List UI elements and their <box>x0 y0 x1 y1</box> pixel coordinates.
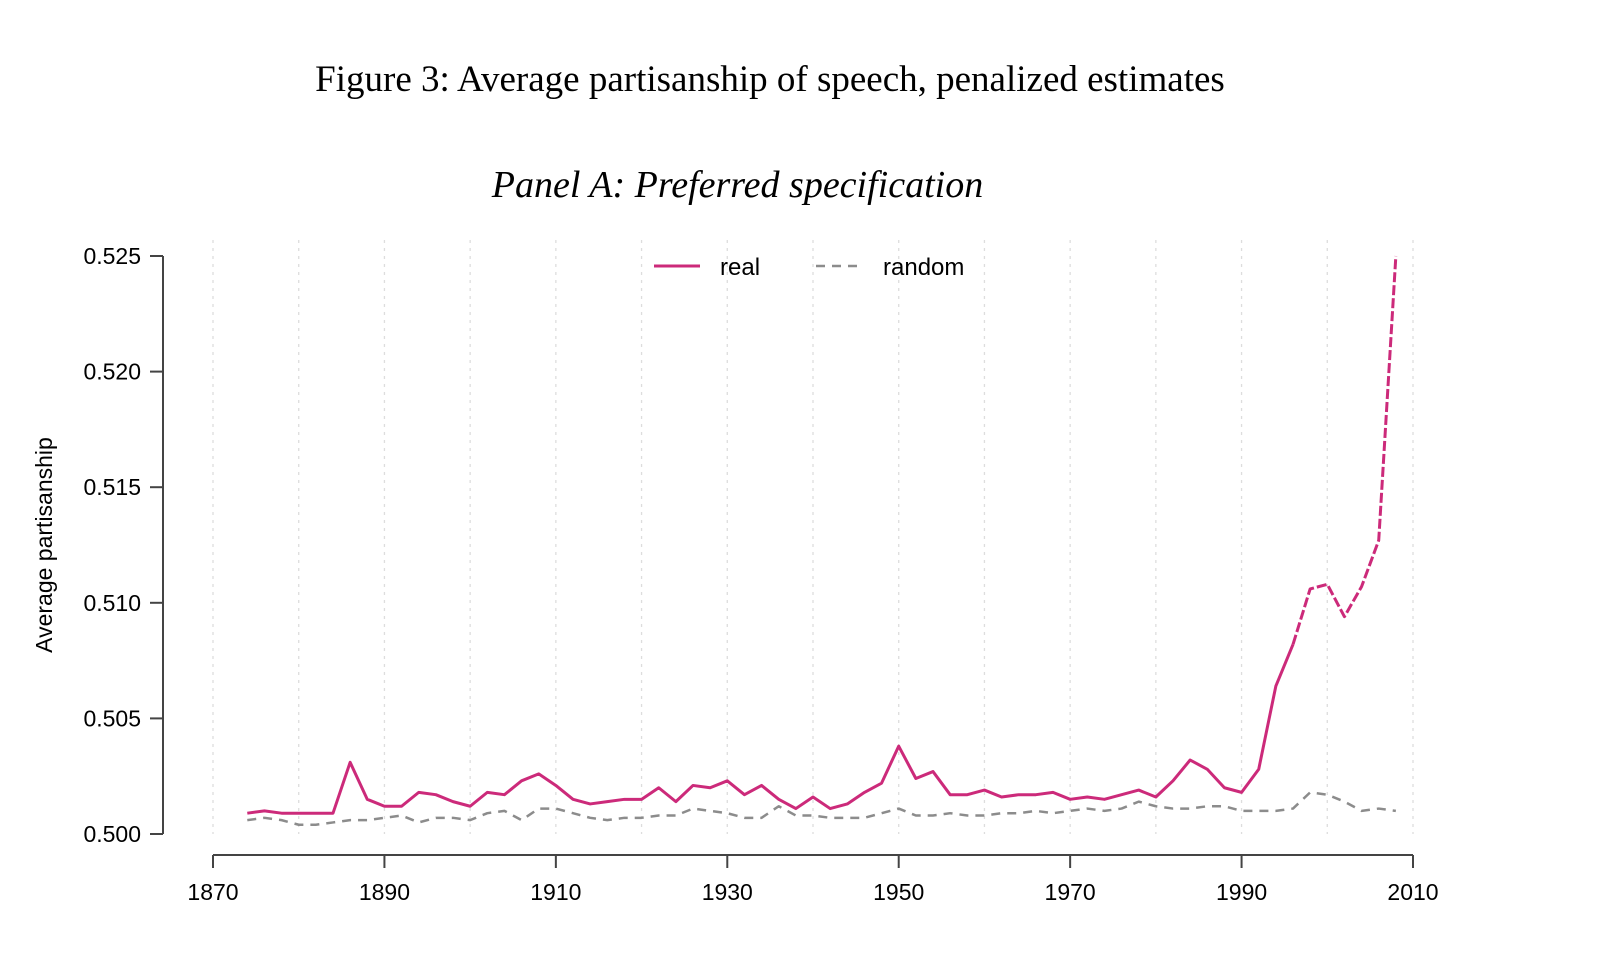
panel-title: Panel A: Preferred specification <box>491 164 984 206</box>
x-tick-label: 1910 <box>530 879 581 905</box>
legend: real random <box>654 254 964 281</box>
x-tick-label: 1870 <box>187 879 238 905</box>
x-tick-label: 1990 <box>1216 879 1267 905</box>
x-tick-label: 1950 <box>873 879 924 905</box>
legend-label-random: random <box>883 254 964 281</box>
x-tick-label: 1930 <box>702 879 753 905</box>
y-tick-label: 0.525 <box>83 243 141 269</box>
legend-label-real: real <box>720 254 760 281</box>
y-tick-label: 0.510 <box>83 590 141 616</box>
y-axis-label: Average partisanship <box>31 437 57 653</box>
x-tick-label: 2010 <box>1387 879 1438 905</box>
series-line-real <box>247 643 1295 815</box>
y-tick-label: 0.520 <box>83 359 141 385</box>
axes: 1870 1890 1910 1930 1950 1970 1990 2010 0.500 0.5… <box>83 243 1438 905</box>
x-tick-label: 1970 <box>1045 879 1096 905</box>
figure-title: Figure 3: Average partisanship of speech… <box>315 59 1225 100</box>
y-tick-label: 0.500 <box>83 821 141 847</box>
series-line-random <box>247 791 1397 827</box>
x-tick-label: 1890 <box>359 879 410 905</box>
grid-lines <box>212 240 1414 834</box>
y-tick-label: 0.505 <box>83 705 141 731</box>
series-line-real-dashed <box>1291 255 1398 645</box>
series-lines <box>247 255 1398 827</box>
y-tick-label: 0.515 <box>83 474 141 500</box>
